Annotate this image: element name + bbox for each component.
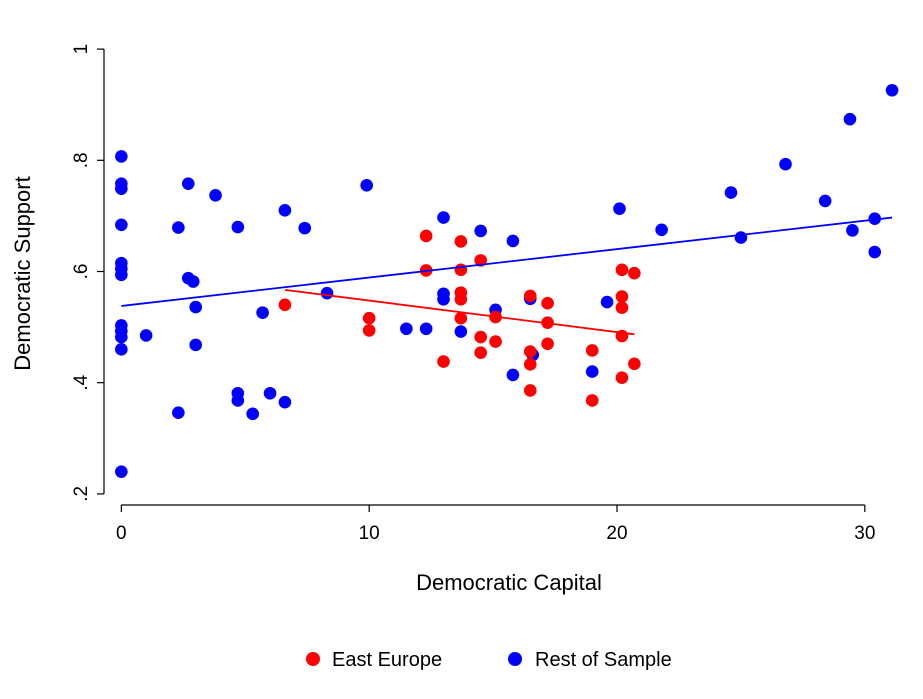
y-tick-label: .2 xyxy=(71,486,92,502)
point-east-europe xyxy=(419,229,433,243)
point-rest-of-sample xyxy=(360,179,373,192)
point-rest-of-sample xyxy=(454,325,468,338)
point-rest-of-sample xyxy=(181,177,195,190)
point-east-europe xyxy=(489,335,502,348)
point-rest-of-sample xyxy=(613,202,626,215)
point-rest-of-sample xyxy=(115,150,128,163)
y-axis-title: Democratic Support xyxy=(10,176,35,370)
y-tick-label: 1 xyxy=(71,44,92,55)
point-east-europe xyxy=(585,394,599,407)
point-east-europe xyxy=(437,355,450,368)
point-rest-of-sample xyxy=(437,292,450,306)
point-rest-of-sample xyxy=(231,394,245,407)
point-rest-of-sample xyxy=(115,343,128,356)
point-rest-of-sample xyxy=(231,220,245,234)
point-rest-of-sample xyxy=(172,406,185,420)
point-rest-of-sample xyxy=(186,275,200,288)
point-east-europe xyxy=(615,290,629,303)
point-east-europe xyxy=(628,357,641,371)
point-east-europe xyxy=(615,371,629,384)
point-east-europe xyxy=(362,311,376,325)
legend: East Europe Rest of Sample xyxy=(306,649,672,671)
point-east-europe xyxy=(474,346,487,359)
point-east-europe xyxy=(454,263,468,277)
point-rest-of-sample xyxy=(585,365,599,378)
legend-marker-rest-of-sample xyxy=(508,652,522,666)
point-east-europe xyxy=(362,324,376,337)
data-points xyxy=(115,83,899,478)
legend-marker-east-europe xyxy=(306,652,320,666)
legend-label-rest-of-sample: Rest of Sample xyxy=(535,649,672,671)
point-rest-of-sample xyxy=(189,338,202,352)
point-east-europe xyxy=(541,337,554,351)
point-east-europe xyxy=(541,296,554,310)
point-rest-of-sample xyxy=(278,204,292,217)
point-rest-of-sample xyxy=(278,395,292,409)
point-rest-of-sample xyxy=(655,223,668,237)
point-east-europe xyxy=(615,263,629,277)
point-east-europe xyxy=(454,292,468,306)
point-rest-of-sample xyxy=(724,186,738,199)
x-ticks: 0 10 20 30 xyxy=(116,505,875,544)
fit-line-rest-of-sample xyxy=(121,216,893,307)
point-rest-of-sample xyxy=(734,231,748,244)
point-east-europe xyxy=(523,358,537,371)
point-rest-of-sample xyxy=(189,300,202,314)
axes xyxy=(103,49,865,506)
y-tick-label: .8 xyxy=(71,152,92,168)
point-rest-of-sample xyxy=(419,322,433,336)
point-rest-of-sample xyxy=(885,83,899,97)
point-rest-of-sample xyxy=(115,330,128,344)
point-rest-of-sample xyxy=(818,194,832,208)
point-east-europe xyxy=(628,266,641,280)
legend-label-east-europe: East Europe xyxy=(332,649,442,671)
x-tick-label: 10 xyxy=(359,523,380,544)
point-rest-of-sample xyxy=(256,306,269,319)
point-east-europe xyxy=(454,311,468,325)
point-rest-of-sample xyxy=(115,465,128,478)
point-rest-of-sample xyxy=(779,157,792,171)
point-rest-of-sample xyxy=(115,268,128,282)
point-east-europe xyxy=(474,330,487,344)
point-east-europe xyxy=(278,298,292,312)
point-east-europe xyxy=(523,384,537,397)
point-rest-of-sample xyxy=(298,221,312,235)
x-tick-label: 30 xyxy=(854,523,875,544)
point-rest-of-sample xyxy=(209,189,222,202)
point-rest-of-sample xyxy=(846,224,859,237)
y-tick-label: .4 xyxy=(71,374,92,390)
point-east-europe xyxy=(615,301,629,314)
point-east-europe xyxy=(585,344,599,357)
point-rest-of-sample xyxy=(115,182,128,195)
y-tick-label: .6 xyxy=(71,264,92,280)
point-rest-of-sample xyxy=(600,295,614,309)
x-axis-title: Democratic Capital xyxy=(416,570,602,595)
point-east-europe xyxy=(454,235,468,248)
point-rest-of-sample xyxy=(139,329,153,342)
point-rest-of-sample xyxy=(115,218,128,232)
point-rest-of-sample xyxy=(246,407,259,421)
point-rest-of-sample xyxy=(474,224,487,238)
point-rest-of-sample xyxy=(506,234,520,248)
x-tick-label: 0 xyxy=(116,523,127,544)
fit-line-east-europe xyxy=(284,288,635,336)
point-rest-of-sample xyxy=(868,245,882,259)
point-rest-of-sample xyxy=(172,221,185,234)
point-rest-of-sample xyxy=(263,386,277,400)
point-east-europe xyxy=(523,289,537,303)
point-east-europe xyxy=(523,345,537,358)
point-rest-of-sample xyxy=(400,322,413,336)
point-rest-of-sample xyxy=(437,211,450,224)
point-rest-of-sample xyxy=(320,286,334,300)
fit-lines xyxy=(121,216,893,336)
x-tick-label: 20 xyxy=(606,523,627,544)
y-ticks: .2 .4 .6 .8 1 xyxy=(71,44,104,502)
point-rest-of-sample xyxy=(506,368,520,382)
point-rest-of-sample xyxy=(843,112,857,126)
